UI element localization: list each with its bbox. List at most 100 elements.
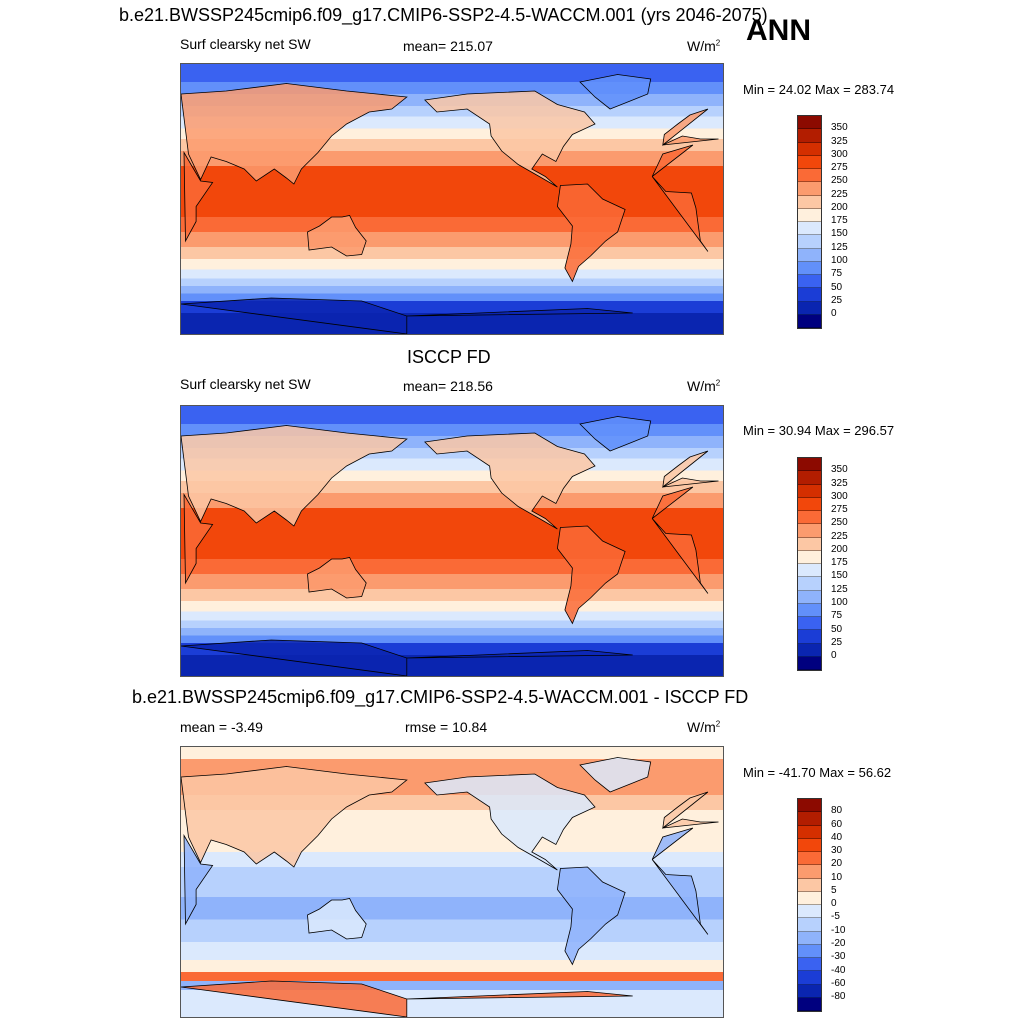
colorbar-tick-label: -30 bbox=[831, 951, 846, 963]
colorbar-swatch bbox=[798, 484, 821, 498]
coastline-africa bbox=[651, 144, 694, 177]
coastline-eurasia bbox=[662, 818, 719, 829]
colorbar-swatch bbox=[798, 643, 821, 657]
panel3-units-label: W/m2 bbox=[687, 719, 721, 735]
colorbar-tick-label: 300 bbox=[831, 148, 848, 160]
colorbar-swatch bbox=[798, 261, 821, 276]
colorbar-swatch bbox=[798, 799, 821, 813]
colorbar-swatch bbox=[798, 865, 821, 879]
colorbar-swatch bbox=[798, 630, 821, 644]
coastline-africa bbox=[651, 827, 694, 860]
coastline-namerica bbox=[424, 90, 596, 188]
colorbar-swatch bbox=[798, 195, 821, 209]
coastline-samerica bbox=[556, 183, 626, 283]
panel1-mean-label: mean= 215.07 bbox=[403, 38, 493, 54]
coastline-antarctica bbox=[406, 991, 633, 1000]
colorbar-swatch bbox=[798, 537, 821, 551]
colorbar-tick-label: 20 bbox=[831, 858, 843, 870]
panel1-units-label: W/m2 bbox=[687, 38, 721, 54]
coastline-australia bbox=[307, 215, 367, 257]
colorbar-tick-label: 250 bbox=[831, 175, 848, 187]
colorbar-tick-label: 125 bbox=[831, 241, 848, 253]
coastline-greenland bbox=[579, 74, 652, 110]
colorbar-tick-label: -20 bbox=[831, 937, 846, 949]
coastline-samerica bbox=[556, 525, 626, 625]
colorbar-tick-label: 350 bbox=[831, 464, 848, 476]
colorbar-tick-label: 100 bbox=[831, 596, 848, 608]
panel2-mean-label: mean= 218.56 bbox=[403, 378, 493, 394]
coastline-africa bbox=[651, 176, 709, 252]
colorbar-swatch bbox=[798, 182, 821, 196]
colorbar-swatch bbox=[798, 984, 821, 998]
coastline-africa bbox=[183, 492, 214, 585]
panel2-colorbar bbox=[797, 457, 822, 672]
colorbar-tick-label: 300 bbox=[831, 490, 848, 502]
panel1-map bbox=[180, 63, 724, 335]
coastline-africa bbox=[651, 518, 709, 594]
colorbar-tick-label: 325 bbox=[831, 477, 848, 489]
colorbar-swatch bbox=[798, 944, 821, 959]
colorbar-tick-label: 200 bbox=[831, 201, 848, 213]
colorbar-swatch bbox=[798, 812, 821, 826]
colorbar-swatch bbox=[798, 497, 821, 512]
coastline-eurasia bbox=[181, 83, 408, 185]
coastline-eurasia bbox=[662, 135, 719, 146]
colorbar-tick-label: 275 bbox=[831, 504, 848, 516]
colorbar-tick-label: 175 bbox=[831, 557, 848, 569]
coastline-africa bbox=[183, 833, 214, 926]
coastline-antarctica bbox=[181, 297, 408, 334]
panel1-variable-label: Surf clearsky net SW bbox=[180, 36, 311, 52]
colorbar-swatch bbox=[798, 825, 821, 839]
panel3-minmax: Min = -41.70 Max = 56.62 bbox=[743, 765, 892, 780]
coastline-namerica bbox=[424, 773, 596, 871]
colorbar-swatch bbox=[798, 142, 821, 156]
colorbar-tick-label: 350 bbox=[831, 122, 848, 134]
colorbar-swatch bbox=[798, 838, 821, 853]
coastline-eurasia bbox=[181, 766, 408, 868]
colorbar-tick-label: 100 bbox=[831, 254, 848, 266]
coastline-greenland bbox=[579, 757, 652, 793]
panel1-heading: b.e21.BWSSP245cmip6.f09_g17.CMIP6-SSP2-4… bbox=[119, 5, 768, 25]
coastline-africa bbox=[651, 859, 709, 935]
colorbar-tick-label: 150 bbox=[831, 570, 848, 582]
colorbar-swatch bbox=[798, 116, 821, 130]
panel1-colorbar bbox=[797, 115, 822, 330]
panel3-rmse-label: rmse = 10.84 bbox=[405, 719, 488, 735]
colorbar-swatch bbox=[798, 235, 821, 249]
coastline-antarctica bbox=[406, 650, 633, 659]
colorbar-swatch bbox=[798, 931, 821, 945]
colorbar-tick-label: 275 bbox=[831, 162, 848, 174]
colorbar-tick-label: 0 bbox=[831, 650, 837, 662]
colorbar-swatch bbox=[798, 852, 821, 866]
colorbar-tick-label: 325 bbox=[831, 135, 848, 147]
colorbar-swatch bbox=[798, 471, 821, 485]
colorbar-swatch bbox=[798, 550, 821, 565]
panel1-minmax: Min = 24.02 Max = 283.74 bbox=[743, 82, 895, 97]
colorbar-swatch bbox=[798, 155, 821, 170]
colorbar-swatch bbox=[798, 129, 821, 143]
panel2-heading: ISCCP FD bbox=[407, 347, 491, 367]
colorbar-swatch bbox=[798, 301, 821, 315]
colorbar-swatch bbox=[798, 958, 821, 972]
colorbar-swatch bbox=[798, 590, 821, 604]
coastline-greenland bbox=[579, 416, 652, 452]
panel3-heading: b.e21.BWSSP245cmip6.f09_g17.CMIP6-SSP2-4… bbox=[132, 687, 749, 707]
colorbar-swatch bbox=[798, 617, 821, 631]
colorbar-tick-label: 50 bbox=[831, 623, 843, 635]
colorbar-tick-label: -10 bbox=[831, 924, 846, 936]
colorbar-tick-label: 175 bbox=[831, 215, 848, 227]
panel2-minmax: Min = 30.94 Max = 296.57 bbox=[743, 423, 895, 438]
colorbar-swatch bbox=[798, 524, 821, 538]
colorbar-tick-label: 10 bbox=[831, 871, 843, 883]
colorbar-tick-label: 150 bbox=[831, 228, 848, 240]
colorbar-tick-label: 225 bbox=[831, 188, 848, 200]
colorbar-tick-label: 30 bbox=[831, 845, 843, 857]
coastline-namerica bbox=[424, 432, 596, 530]
colorbar-tick-label: 75 bbox=[831, 268, 843, 280]
colorbar-tick-label: -40 bbox=[831, 964, 846, 976]
panel2-map bbox=[180, 405, 724, 677]
colorbar-tick-label: 40 bbox=[831, 831, 843, 843]
colorbar-swatch bbox=[798, 222, 821, 236]
coastline-eurasia bbox=[662, 791, 709, 829]
panel3-colorbar bbox=[797, 798, 822, 1013]
